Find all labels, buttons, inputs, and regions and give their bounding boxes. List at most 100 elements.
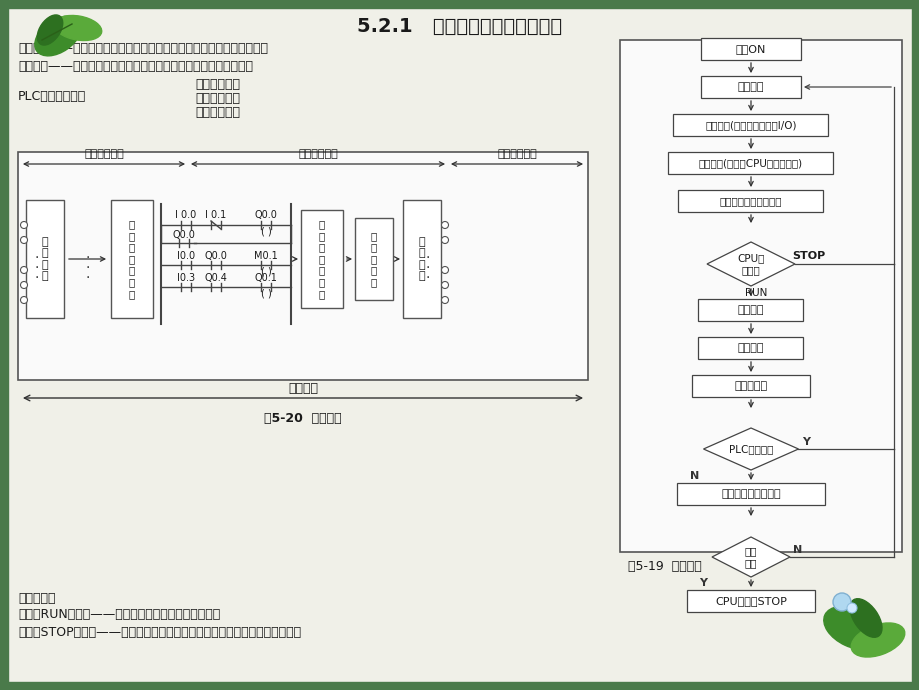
Text: 通讯服务(外设、CPU、总线服务): 通讯服务(外设、CPU、总线服务) xyxy=(698,158,802,168)
Text: ·: · xyxy=(35,271,40,285)
Text: I0.0: I0.0 xyxy=(176,251,195,261)
Ellipse shape xyxy=(35,16,81,56)
Ellipse shape xyxy=(823,607,881,650)
Bar xyxy=(698,337,802,359)
Circle shape xyxy=(20,266,28,273)
Circle shape xyxy=(20,237,28,244)
Text: Y: Y xyxy=(801,437,810,447)
Text: Q0.4: Q0.4 xyxy=(204,273,227,283)
Bar xyxy=(111,200,153,318)
Ellipse shape xyxy=(849,599,881,638)
Bar xyxy=(18,152,587,380)
Text: 工作过程——上电处理、扫描过程、出错处理（自诊断）几个阶段。: 工作过程——上电处理、扫描过程、出错处理（自诊断）几个阶段。 xyxy=(18,59,253,72)
Ellipse shape xyxy=(54,15,102,41)
Text: N: N xyxy=(792,545,801,555)
Bar xyxy=(403,200,440,318)
Text: Q0.0: Q0.0 xyxy=(204,251,227,261)
Text: 输出处理: 输出处理 xyxy=(737,343,764,353)
Polygon shape xyxy=(703,428,798,470)
Circle shape xyxy=(441,237,448,244)
Text: I 0.1: I 0.1 xyxy=(205,210,226,220)
Text: 5.2.1   可编程控制器的工作原理: 5.2.1 可编程控制器的工作原理 xyxy=(357,17,562,35)
Circle shape xyxy=(20,221,28,228)
Bar xyxy=(26,200,64,318)
Circle shape xyxy=(20,297,28,304)
Circle shape xyxy=(832,593,850,611)
Text: Q0.1: Q0.1 xyxy=(255,273,278,283)
Text: ·: · xyxy=(85,271,89,285)
Text: 输出刷新阶段: 输出刷新阶段 xyxy=(195,106,240,119)
Bar xyxy=(676,483,824,505)
Bar xyxy=(0,682,919,690)
Bar xyxy=(686,590,814,612)
Bar xyxy=(668,152,833,174)
Circle shape xyxy=(441,297,448,304)
Text: Q0.0: Q0.0 xyxy=(255,210,278,220)
Text: ( ): ( ) xyxy=(260,267,271,277)
Text: 输入处理(输入传送、远程I/O): 输入处理(输入传送、远程I/O) xyxy=(705,120,796,130)
Text: 输入采样阶段: 输入采样阶段 xyxy=(84,149,124,159)
Text: ·: · xyxy=(425,251,430,265)
Text: Y: Y xyxy=(698,578,706,588)
Text: ( ): ( ) xyxy=(260,227,271,237)
Circle shape xyxy=(441,282,448,288)
Text: 停止（STOP）状态——停止状态一般用于程序的编制和修改，不执行用户程序: 停止（STOP）状态——停止状态一般用于程序的编制和修改，不执行用户程序 xyxy=(18,626,301,638)
Text: ·: · xyxy=(85,261,89,275)
Text: 输入采样阶段: 输入采样阶段 xyxy=(195,79,240,92)
Bar xyxy=(700,76,800,98)
Circle shape xyxy=(846,603,857,613)
Text: PLC的扫描过程：: PLC的扫描过程： xyxy=(18,90,86,103)
Text: 执行程序: 执行程序 xyxy=(737,305,764,315)
Bar xyxy=(678,190,823,212)
Text: I0.3: I0.3 xyxy=(176,273,195,283)
Text: 输
入
映
像
寄
存
器: 输 入 映 像 寄 存 器 xyxy=(129,219,135,299)
Text: N: N xyxy=(689,471,698,481)
Text: Q0.0: Q0.0 xyxy=(173,230,195,240)
Text: 程序执行阶段: 程序执行阶段 xyxy=(195,92,240,106)
Text: 工作方式——集中输入、集中输出，周期性循环扫描的方式进行工作的。: 工作方式——集中输入、集中输出，周期性循环扫描的方式进行工作的。 xyxy=(18,43,267,55)
Text: 存放自诊断错误结果: 存放自诊断错误结果 xyxy=(720,489,780,499)
Text: ·: · xyxy=(35,261,40,275)
Bar xyxy=(691,375,809,397)
Text: 操作模式：: 操作模式： xyxy=(18,591,55,604)
Text: M0.1: M0.1 xyxy=(254,251,278,261)
Text: ·: · xyxy=(35,251,40,265)
Text: 内部处理: 内部处理 xyxy=(737,82,764,92)
Bar xyxy=(0,0,8,690)
Bar xyxy=(673,114,828,136)
Text: ·: · xyxy=(425,271,430,285)
Text: 元
件
映
像
寄
存
器: 元 件 映 像 寄 存 器 xyxy=(319,219,324,299)
Text: 更新时钟、特殊寄存器: 更新时钟、特殊寄存器 xyxy=(719,196,781,206)
Text: ·: · xyxy=(425,261,430,275)
Text: ·: · xyxy=(85,251,89,265)
Polygon shape xyxy=(706,242,794,286)
Text: 输
出
锁
存
器: 输 出 锁 存 器 xyxy=(370,230,377,287)
Text: 执行自诊断: 执行自诊断 xyxy=(733,381,766,391)
Text: I 0.0: I 0.0 xyxy=(176,210,197,220)
Bar xyxy=(355,218,392,300)
Text: 程序执行阶段: 程序执行阶段 xyxy=(298,149,337,159)
Ellipse shape xyxy=(850,623,903,657)
Text: 致命
错误: 致命 错误 xyxy=(744,546,756,568)
Circle shape xyxy=(20,282,28,288)
Text: 电源ON: 电源ON xyxy=(735,44,766,54)
Text: 运行（RUN）状态——运行状态是执行应用程序的状态: 运行（RUN）状态——运行状态是执行应用程序的状态 xyxy=(18,609,220,622)
Text: 图5-20  扫描周期: 图5-20 扫描周期 xyxy=(264,411,342,424)
Circle shape xyxy=(441,266,448,273)
Text: CPU强制为STOP: CPU强制为STOP xyxy=(714,596,786,606)
Bar xyxy=(301,210,343,308)
Bar xyxy=(911,0,919,690)
Text: PLC正常否？: PLC正常否？ xyxy=(728,444,772,454)
Text: CPU运
行方式: CPU运 行方式 xyxy=(736,253,764,275)
Text: STOP: STOP xyxy=(791,251,824,261)
Text: 输
出
端
子: 输 出 端 子 xyxy=(418,237,425,282)
Text: RUN: RUN xyxy=(744,288,766,298)
Text: 扫描周期: 扫描周期 xyxy=(288,382,318,395)
Bar xyxy=(619,40,901,552)
Text: ( ): ( ) xyxy=(260,289,271,299)
Ellipse shape xyxy=(38,15,62,45)
Circle shape xyxy=(441,221,448,228)
Text: 图5-19  扫描过程: 图5-19 扫描过程 xyxy=(628,560,701,573)
Polygon shape xyxy=(711,537,789,577)
Text: 输出刷新阶段: 输出刷新阶段 xyxy=(496,149,537,159)
